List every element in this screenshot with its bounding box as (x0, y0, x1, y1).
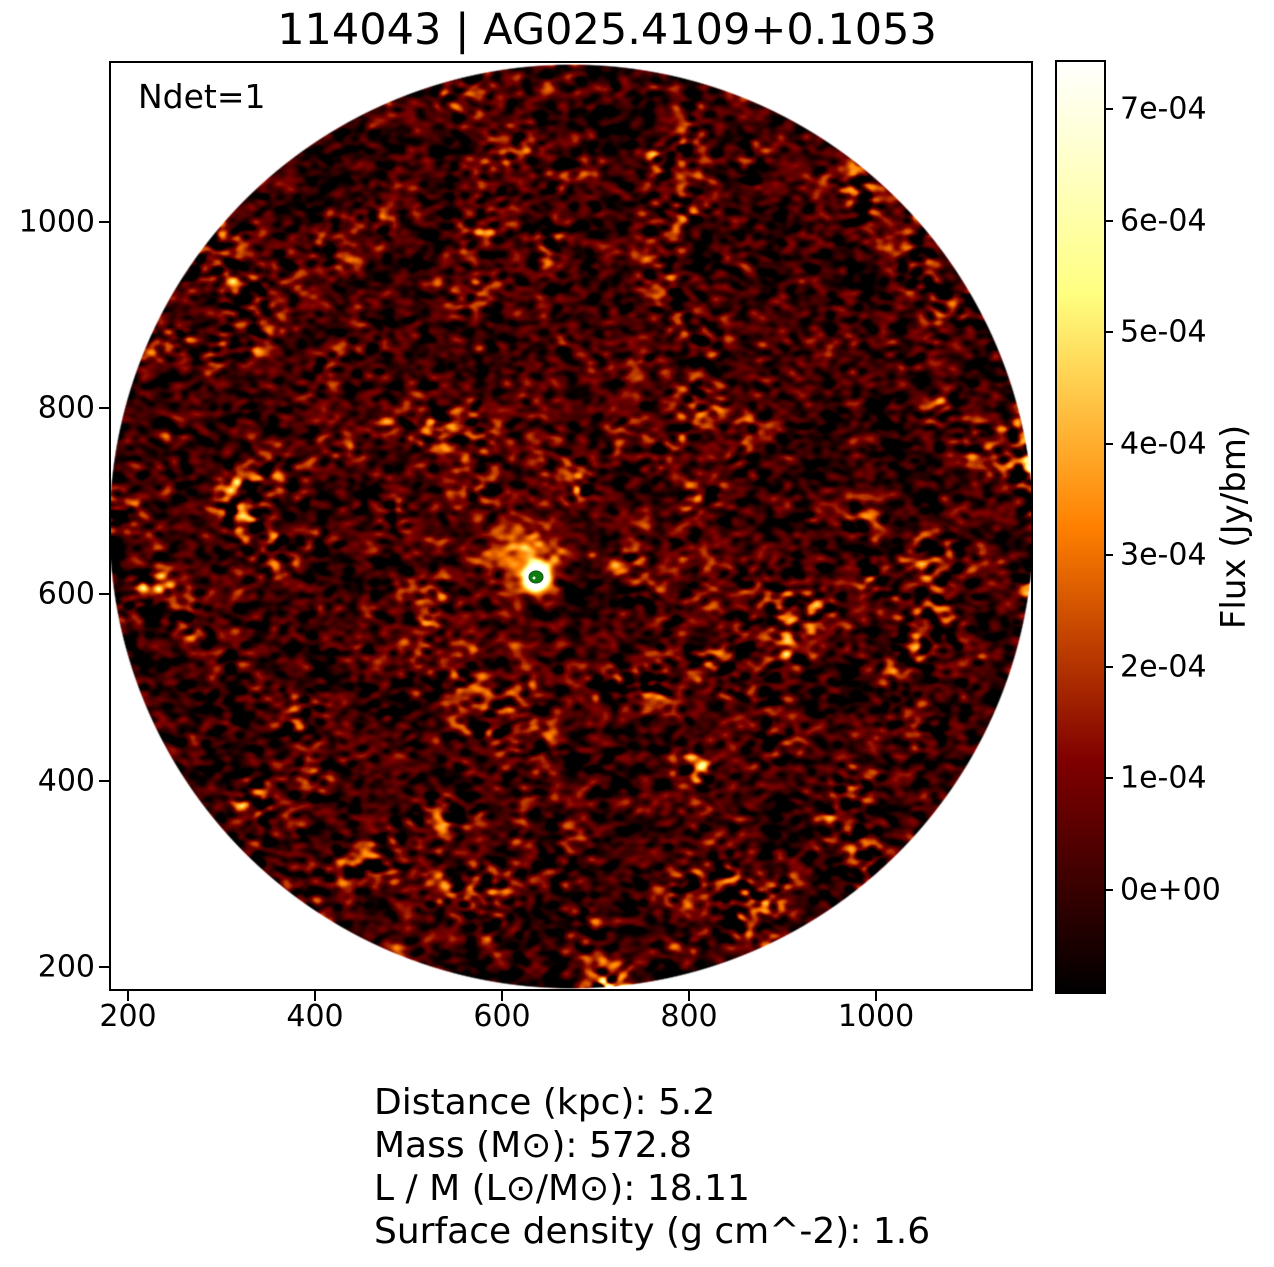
y-tick-mark (99, 966, 109, 968)
x-tick-label: 800 (660, 999, 718, 1034)
colorbar-tick-label: 1e-04 (1120, 760, 1207, 796)
colorbar-axis-label: Flux (Jy/bm) (1214, 424, 1254, 630)
x-tick-label: 600 (473, 999, 531, 1034)
flux-map-axes: Ndet=1 (109, 61, 1033, 991)
colorbar-tick-mark (1104, 777, 1113, 779)
x-tick-label: 1000 (837, 999, 915, 1034)
x-tick-mark (127, 991, 129, 1001)
info-distance: Distance (kpc): 5.2 (374, 1082, 716, 1123)
info-surface-density: Surface density (g cm^-2): 1.6 (374, 1211, 931, 1252)
colorbar-tick-mark (1104, 108, 1113, 110)
colorbar-tick-label: 3e-04 (1120, 537, 1207, 573)
flux-map-canvas (111, 63, 1031, 989)
y-tick-mark (99, 780, 109, 782)
colorbar-tick-label: 5e-04 (1120, 314, 1207, 350)
colorbar-tick-mark (1104, 443, 1113, 445)
colorbar (1055, 60, 1106, 994)
colorbar-tick-label: 7e-04 (1120, 91, 1207, 127)
colorbar-tick-label: 6e-04 (1120, 203, 1207, 239)
info-block: Distance (kpc): 5.2 Mass (M⊙): 572.8 L /… (374, 1081, 930, 1253)
info-l-over-m: L / M (L⊙/M⊙): 18.11 (374, 1168, 750, 1209)
plot-title: 114043 | AG025.4109+0.1053 (277, 5, 937, 55)
colorbar-tick-mark (1104, 331, 1113, 333)
y-tick-label: 1000 (18, 204, 95, 240)
ndet-annotation: Ndet=1 (138, 77, 266, 116)
x-tick-label: 200 (99, 999, 157, 1034)
colorbar-tick-mark (1104, 889, 1113, 891)
x-tick-mark (314, 991, 316, 1001)
x-tick-label: 400 (286, 999, 344, 1034)
y-tick-label: 600 (37, 576, 95, 612)
colorbar-tick-mark (1104, 220, 1113, 222)
x-tick-mark (501, 991, 503, 1001)
marker-center-dot (532, 576, 536, 580)
colorbar-tick-mark (1104, 554, 1113, 556)
y-tick-label: 800 (37, 390, 95, 426)
y-tick-mark (99, 407, 109, 409)
x-tick-mark (875, 991, 877, 1001)
source-marker (528, 570, 544, 584)
y-tick-mark (99, 221, 109, 223)
colorbar-tick-label: 2e-04 (1120, 649, 1207, 685)
y-tick-label: 400 (37, 763, 95, 799)
colorbar-tick-label: 0e+00 (1120, 872, 1221, 908)
colorbar-tick-mark (1104, 666, 1113, 668)
y-tick-mark (99, 593, 109, 595)
colorbar-tick-label: 4e-04 (1120, 426, 1207, 462)
info-mass: Mass (M⊙): 572.8 (374, 1125, 693, 1166)
x-tick-mark (688, 991, 690, 1001)
y-tick-label: 200 (37, 949, 95, 985)
